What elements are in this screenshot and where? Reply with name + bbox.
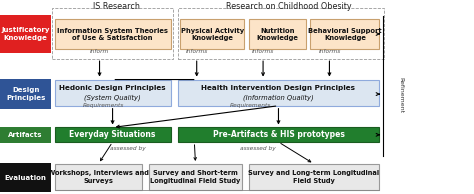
Text: Workshops, Interviews and
Surveys: Workshops, Interviews and Surveys xyxy=(48,170,149,184)
FancyBboxPatch shape xyxy=(149,164,242,190)
FancyBboxPatch shape xyxy=(178,80,379,106)
Text: Physical Activity
Knowledge: Physical Activity Knowledge xyxy=(181,28,244,41)
Text: informs: informs xyxy=(186,49,208,54)
Text: Requirements: Requirements xyxy=(230,103,271,108)
Text: IS Research: IS Research xyxy=(93,2,139,11)
Text: Artifacts: Artifacts xyxy=(9,132,43,138)
FancyBboxPatch shape xyxy=(0,15,51,53)
FancyBboxPatch shape xyxy=(0,126,51,143)
Text: Refinement: Refinement xyxy=(398,77,403,113)
Text: Everyday Situations: Everyday Situations xyxy=(69,130,156,139)
Text: Health Intervention Design Principles: Health Intervention Design Principles xyxy=(201,85,356,91)
Text: (System Quality): (System Quality) xyxy=(84,94,141,101)
Text: informs: informs xyxy=(252,49,274,54)
Text: assessed by: assessed by xyxy=(240,146,276,151)
FancyBboxPatch shape xyxy=(310,19,379,49)
Text: Information System Theories
of Use & Satisfaction: Information System Theories of Use & Sat… xyxy=(57,28,168,41)
Text: Requirements: Requirements xyxy=(83,103,124,108)
Text: Hedonic Design Principles: Hedonic Design Principles xyxy=(59,85,166,91)
Text: Evaluation: Evaluation xyxy=(5,175,46,180)
FancyBboxPatch shape xyxy=(249,164,379,190)
Text: Design
Principles: Design Principles xyxy=(6,87,46,101)
Text: informs: informs xyxy=(319,49,340,54)
FancyBboxPatch shape xyxy=(55,164,142,190)
Text: Pre-Artifacts & HIS prototypes: Pre-Artifacts & HIS prototypes xyxy=(212,130,345,139)
Text: Nutrition
Knowledge: Nutrition Knowledge xyxy=(256,28,298,41)
Text: assessed by: assessed by xyxy=(110,146,146,151)
Text: Behavioral Support
Knowledge: Behavioral Support Knowledge xyxy=(308,28,382,41)
FancyBboxPatch shape xyxy=(0,79,51,109)
Text: Research on Childhood Obesity: Research on Childhood Obesity xyxy=(226,2,352,11)
FancyBboxPatch shape xyxy=(55,80,171,106)
Text: Survey and Long-term Longitudinal
Field Study: Survey and Long-term Longitudinal Field … xyxy=(248,170,380,184)
FancyBboxPatch shape xyxy=(55,127,171,142)
FancyBboxPatch shape xyxy=(178,127,379,142)
Text: inform: inform xyxy=(90,49,109,54)
Text: Survey and Short-term
Longitudinal Field Study: Survey and Short-term Longitudinal Field… xyxy=(150,170,241,184)
FancyBboxPatch shape xyxy=(249,19,306,49)
FancyBboxPatch shape xyxy=(55,19,171,49)
FancyBboxPatch shape xyxy=(180,19,244,49)
FancyBboxPatch shape xyxy=(0,163,51,192)
Text: (Information Quality): (Information Quality) xyxy=(243,94,314,101)
Text: Justificatory
Knowledge: Justificatory Knowledge xyxy=(1,27,50,41)
